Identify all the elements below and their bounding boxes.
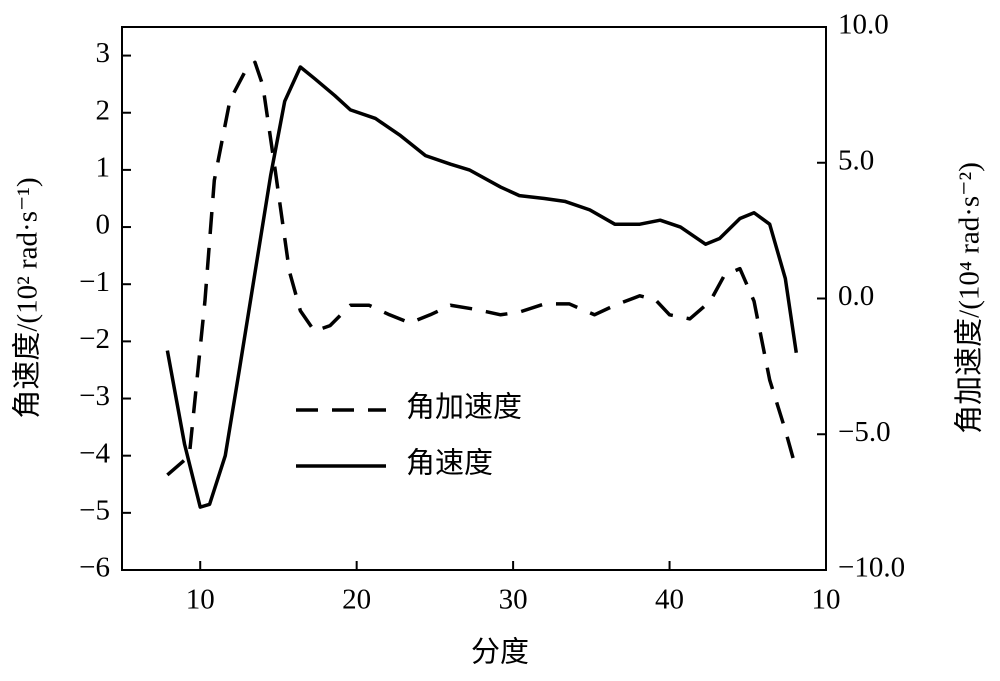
x-tick-label: 10 xyxy=(186,584,215,616)
y-tick-label: 3 xyxy=(96,37,111,69)
x-tick-label: 40 xyxy=(655,584,684,616)
y2-tick-label: 10.0 xyxy=(838,9,889,41)
x-tick-label: 30 xyxy=(499,584,528,616)
x-axis-label: 分度 xyxy=(471,636,529,669)
y-tick-label: −6 xyxy=(79,552,110,584)
y2-tick-label: −10.0 xyxy=(838,552,905,584)
y-tick-label: 2 xyxy=(96,94,111,126)
y-tick-label: −3 xyxy=(79,380,110,412)
y-tick-label: −4 xyxy=(79,437,110,469)
x-tick-label: 10 xyxy=(812,584,841,616)
y2-tick-label: 5.0 xyxy=(838,144,874,176)
y-tick-label: 1 xyxy=(96,152,111,184)
legend-label: 角加速度 xyxy=(406,391,522,424)
y2-axis-label: 角加速度/(10⁴ rad·s⁻²) xyxy=(953,162,986,434)
y-tick-label: −2 xyxy=(79,323,110,355)
series-line xyxy=(166,60,798,477)
y-tick-label: 0 xyxy=(96,209,111,241)
y-tick-label: −5 xyxy=(79,494,110,526)
y-axis-label: 角速度/(10² rad·s⁻¹) xyxy=(11,177,44,418)
series-line xyxy=(165,65,799,509)
y2-tick-label: −5.0 xyxy=(838,416,891,448)
x-tick-label: 20 xyxy=(342,584,371,616)
y2-tick-label: 0.0 xyxy=(838,280,874,312)
y-tick-label: −1 xyxy=(79,266,110,298)
legend-label: 角速度 xyxy=(406,447,493,480)
